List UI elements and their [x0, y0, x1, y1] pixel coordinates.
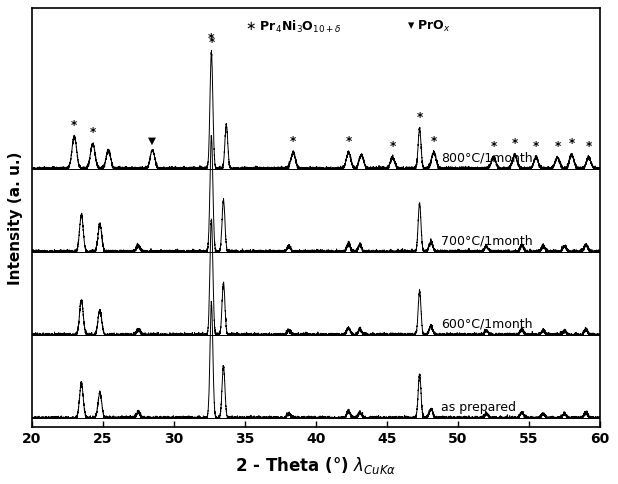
- Text: *: *: [389, 140, 396, 152]
- Text: 700°C/1month: 700°C/1month: [441, 234, 533, 247]
- Text: *: *: [554, 140, 561, 152]
- Text: *: *: [208, 36, 214, 49]
- Text: $\blacktriangledown$ PrO$_x$: $\blacktriangledown$ PrO$_x$: [407, 19, 451, 34]
- Text: *: *: [512, 137, 518, 151]
- Text: *: *: [290, 135, 296, 148]
- Text: *: *: [569, 137, 575, 151]
- Text: *: *: [431, 135, 437, 148]
- Text: *: *: [585, 140, 592, 152]
- Text: $\ast$ Pr$_4$Ni$_3$O$_{10+\delta}$: $\ast$ Pr$_4$Ni$_3$O$_{10+\delta}$: [245, 19, 341, 35]
- Text: *: *: [345, 135, 352, 148]
- Text: *: *: [208, 32, 214, 45]
- Text: 600°C/1month: 600°C/1month: [441, 318, 532, 331]
- Text: *: *: [490, 140, 497, 152]
- Text: ▼: ▼: [148, 136, 156, 146]
- Text: *: *: [90, 126, 96, 139]
- X-axis label: 2 - Theta (°) $\lambda_{CuK\alpha}$: 2 - Theta (°) $\lambda_{CuK\alpha}$: [235, 454, 397, 476]
- Text: *: *: [71, 119, 77, 132]
- Text: *: *: [533, 140, 540, 152]
- Text: *: *: [417, 111, 423, 124]
- Text: 800°C/1month: 800°C/1month: [441, 151, 533, 164]
- Y-axis label: Intensity (a. u.): Intensity (a. u.): [8, 151, 23, 285]
- Text: as prepared: as prepared: [441, 401, 516, 414]
